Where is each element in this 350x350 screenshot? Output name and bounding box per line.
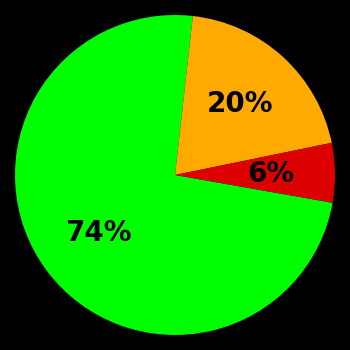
Text: 74%: 74% — [65, 218, 131, 246]
Wedge shape — [175, 16, 332, 175]
Wedge shape — [15, 15, 332, 335]
Text: 20%: 20% — [206, 90, 273, 118]
Wedge shape — [175, 143, 335, 203]
Text: 6%: 6% — [247, 160, 295, 188]
